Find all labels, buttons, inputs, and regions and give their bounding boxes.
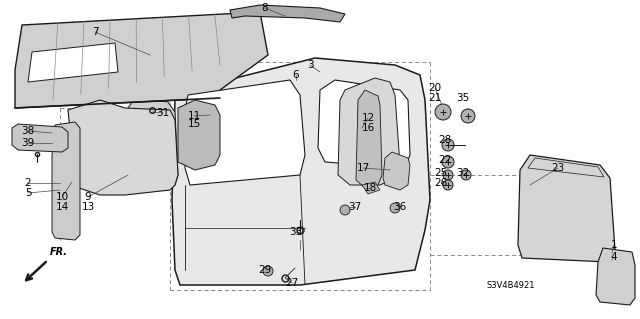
Polygon shape [518,155,615,262]
Text: 22: 22 [438,155,452,165]
Circle shape [390,203,400,213]
Text: 29: 29 [259,265,271,275]
Text: 20: 20 [428,83,442,93]
Circle shape [442,156,454,168]
Text: 37: 37 [348,202,362,212]
Text: 35: 35 [456,93,470,103]
Text: 2: 2 [25,178,31,188]
Polygon shape [230,5,345,22]
Polygon shape [128,98,178,190]
Circle shape [263,266,273,276]
Text: S3V4B4921: S3V4B4921 [487,280,535,290]
Polygon shape [356,90,382,188]
Polygon shape [383,152,410,190]
Text: 12: 12 [362,113,374,123]
Text: 5: 5 [25,188,31,198]
Text: 28: 28 [438,135,452,145]
Text: 39: 39 [21,138,35,148]
Text: 26: 26 [435,178,447,188]
Text: 4: 4 [611,252,618,262]
Polygon shape [15,12,268,108]
Polygon shape [178,100,220,170]
Polygon shape [596,248,635,305]
Text: 31: 31 [156,108,170,118]
Text: 3: 3 [307,60,314,70]
Polygon shape [362,182,380,194]
Polygon shape [28,43,118,82]
Text: 14: 14 [56,202,68,212]
Circle shape [435,104,451,120]
Polygon shape [338,78,400,185]
Circle shape [461,170,471,180]
Text: 15: 15 [188,119,200,129]
Text: 36: 36 [394,202,406,212]
Text: 17: 17 [356,163,370,173]
Circle shape [461,109,475,123]
Circle shape [443,170,453,180]
Polygon shape [185,80,305,185]
Text: 9: 9 [84,192,92,202]
Text: 7: 7 [92,27,99,37]
Text: 21: 21 [428,93,442,103]
Text: 13: 13 [81,202,95,212]
Polygon shape [172,58,430,285]
Text: 23: 23 [552,163,564,173]
Circle shape [443,180,453,190]
Text: 10: 10 [56,192,68,202]
Text: 25: 25 [435,168,447,178]
Text: 18: 18 [364,183,376,193]
Circle shape [340,205,350,215]
Circle shape [442,139,454,151]
Text: FR.: FR. [50,247,68,257]
Polygon shape [318,80,410,168]
Text: 6: 6 [292,70,300,80]
Polygon shape [68,100,178,195]
Polygon shape [12,124,68,152]
Polygon shape [52,122,80,240]
Text: 33: 33 [289,227,303,237]
Text: 1: 1 [611,240,618,250]
Text: 8: 8 [262,3,268,13]
Text: 16: 16 [362,123,374,133]
Text: 27: 27 [285,278,299,288]
Text: 32: 32 [456,168,470,178]
Text: 11: 11 [188,111,200,121]
Text: 38: 38 [21,126,35,136]
